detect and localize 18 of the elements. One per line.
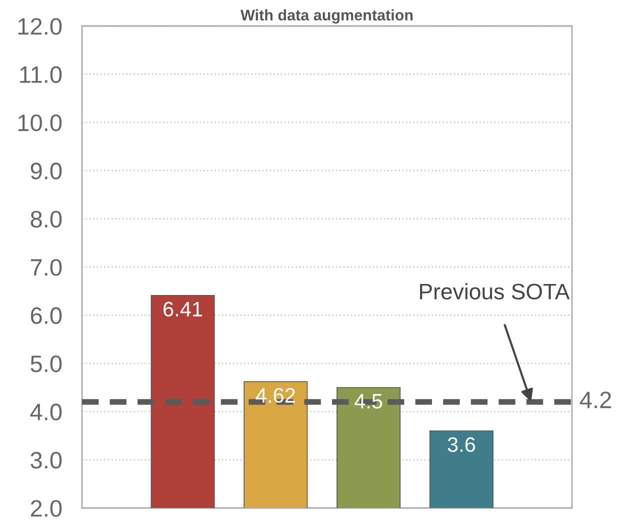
y-tick-label: 6.0 [30, 307, 62, 324]
chart-title: With data augmentation [240, 9, 413, 24]
y-tick-label: 9.0 [30, 162, 62, 180]
y-tick-label: 5.0 [30, 355, 62, 372]
y-tick-label: 4.0 [30, 404, 62, 420]
y-tick-label: 7.0 [30, 259, 62, 276]
data-label: 4.62 [256, 388, 295, 403]
y-tick-label: 3.0 [30, 452, 62, 469]
data-label: 6.41 [164, 302, 202, 317]
y-tick-label: 10.0 [18, 114, 62, 132]
data-label: 3.6 [448, 437, 476, 452]
annotation: Previous SOTA [420, 283, 570, 300]
y-tick-label: 12.0 [18, 18, 62, 35]
ref-line-label: 4.2 [580, 392, 611, 408]
y-tick-label: 8.0 [30, 210, 62, 228]
y-tick-label: 11.0 [20, 66, 62, 83]
data-label: 4.5 [354, 394, 382, 409]
y-tick-label: 2.0 [30, 500, 62, 517]
